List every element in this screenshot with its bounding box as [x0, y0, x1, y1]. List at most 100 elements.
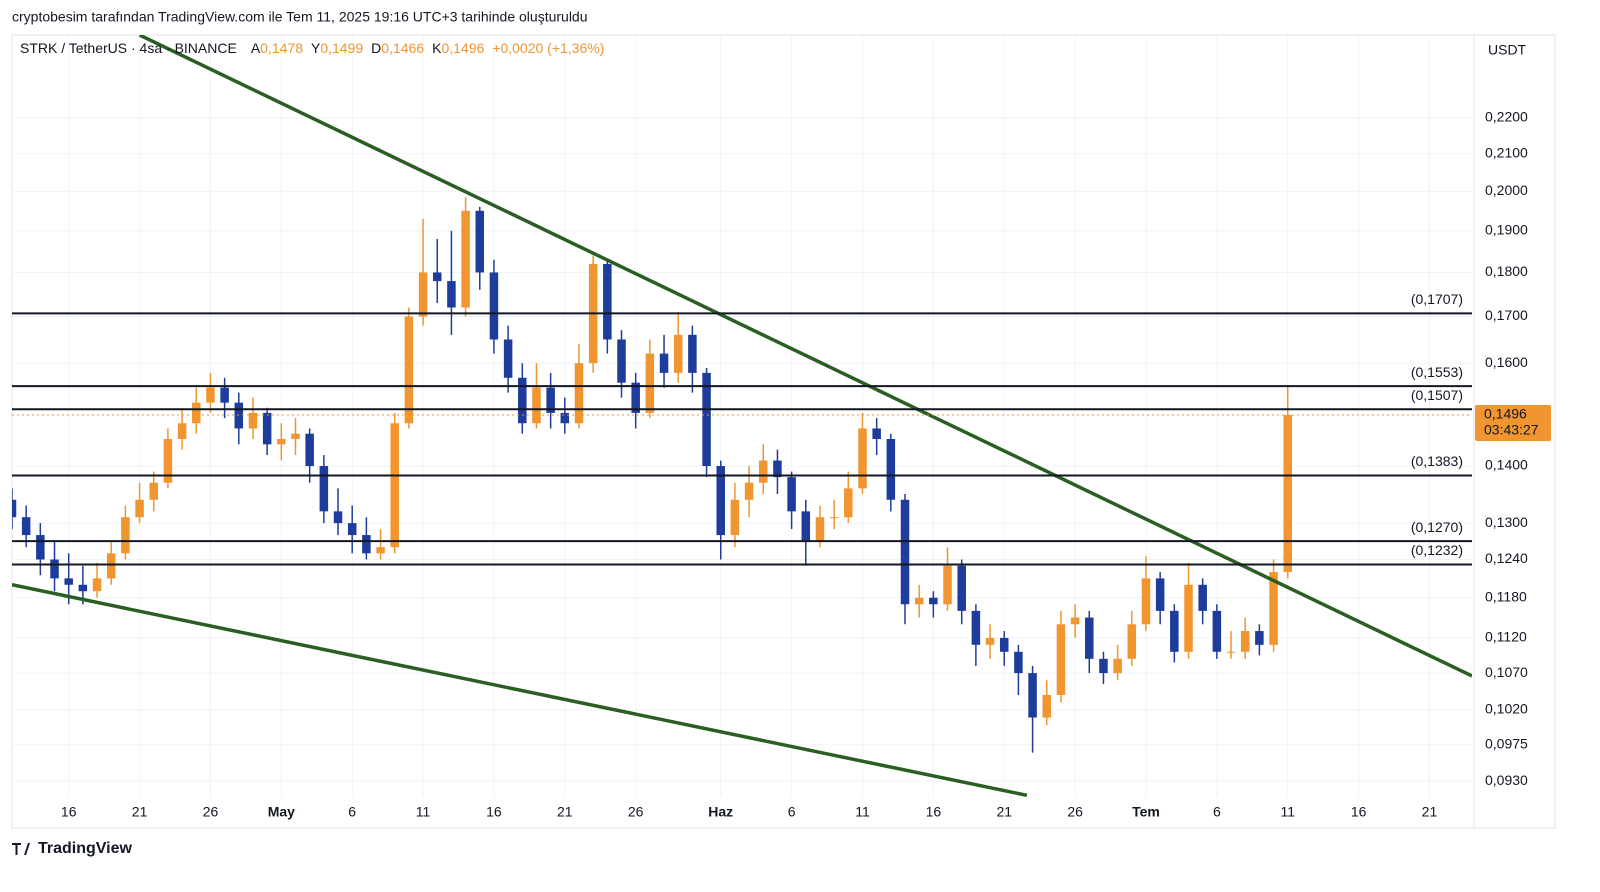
y-tick-label: 0,2200: [1485, 109, 1528, 125]
pane: [12, 35, 1472, 797]
x-tick-label: Tem: [1132, 804, 1160, 820]
candle-body: [432, 272, 442, 282]
y-tick-label: 0,1020: [1485, 701, 1528, 717]
x-tick-label: 21: [1422, 804, 1438, 820]
level-label: (0,1553): [1411, 364, 1463, 380]
x-tick-label: 6: [348, 804, 356, 820]
candle-body: [1028, 673, 1037, 718]
x-tick-label: 11: [1280, 804, 1295, 820]
price-tag: [1475, 404, 1551, 441]
candle-body: [1127, 624, 1137, 659]
candle-body: [291, 433, 300, 440]
legend: STRK / TetherUS · 4sa · BINANCE A0,1478 Y0…: [20, 40, 604, 56]
y-tick-label: 0,1120: [1485, 629, 1527, 645]
level-label: (0,1232): [1411, 542, 1463, 558]
candle-body: [999, 637, 1009, 652]
candle-body: [220, 387, 229, 403]
candle-body: [1283, 414, 1292, 573]
level-label: (0,1270): [1411, 519, 1463, 535]
candle-body: [744, 482, 754, 500]
candle-body: [489, 272, 499, 340]
candle-body: [1170, 610, 1179, 652]
x-tick-label: 16: [486, 804, 502, 820]
candle-body: [192, 402, 201, 424]
y-tick-label: 0,1600: [1485, 354, 1528, 370]
ohlc-key: K: [432, 40, 442, 56]
candle-body: [1141, 578, 1151, 625]
candle-body: [347, 523, 357, 536]
candle-body: [985, 637, 995, 645]
candle-body: [1113, 658, 1122, 674]
caption: cryptobesim tarafından TradingView.com i…: [12, 9, 588, 25]
y-tick-label: 0,1400: [1485, 457, 1528, 473]
candle-body: [376, 547, 385, 554]
y-tick-label: 0,1240: [1485, 550, 1528, 566]
candle-body: [1042, 694, 1052, 718]
candle-body: [248, 412, 258, 429]
candle-body: [702, 372, 711, 467]
candle-body: [1099, 658, 1108, 674]
candle-body: [1014, 651, 1023, 674]
candle-body: [631, 382, 640, 413]
candle-body: [1226, 651, 1236, 653]
candle-body: [1184, 584, 1193, 652]
price-tag-countdown: 03:43:27: [1484, 422, 1539, 438]
y-tick-label: 0,2100: [1485, 144, 1528, 160]
y-tick-label: 0,1900: [1485, 222, 1528, 238]
candle-body: [971, 610, 981, 645]
candle-body: [617, 339, 626, 383]
candle-body: [886, 439, 896, 500]
x-tick-label: 6: [1213, 804, 1221, 820]
y-tick-label: 0,1300: [1485, 514, 1528, 530]
candle-body: [532, 387, 541, 424]
candle-body: [418, 272, 428, 317]
candle-body: [12, 499, 17, 518]
symbol: STRK / TetherUS · 4sa · BINANCE: [20, 40, 237, 56]
candle-body: [475, 210, 485, 273]
candle-body: [277, 439, 286, 445]
candle-body: [645, 353, 655, 413]
brand: TradingView: [38, 840, 133, 857]
candle-body: [135, 499, 144, 518]
trendline: [138, 35, 1472, 678]
candle-body: [574, 363, 584, 424]
candle-body: [858, 428, 867, 489]
candle-body: [1085, 617, 1094, 659]
level-label: (0,1707): [1411, 291, 1463, 307]
candle-body: [78, 584, 88, 592]
x-tick-label: 6: [788, 804, 796, 820]
candle-body: [943, 565, 952, 605]
candle-body: [872, 428, 881, 440]
candle-body: [801, 511, 811, 542]
x-tick-label: 11: [416, 804, 431, 820]
y-tick-label: 0,1700: [1485, 307, 1528, 323]
candle-body: [900, 499, 910, 605]
candle-body: [1198, 584, 1207, 611]
candle-body: [461, 210, 470, 308]
candle-body: [844, 488, 853, 518]
candle-body: [50, 559, 59, 579]
candle-body: [149, 482, 158, 500]
currency: USDT: [1488, 42, 1527, 58]
candle-body: [390, 423, 399, 548]
frame: [11, 34, 1556, 829]
candle-body: [177, 423, 187, 440]
candle-body: [1255, 631, 1264, 645]
y-tick-label: 0,1180: [1485, 588, 1527, 604]
y-tick-label: 0,0975: [1485, 735, 1528, 751]
ohlc-key: D: [371, 40, 381, 56]
candle-body: [773, 460, 782, 478]
x-tick-label: May: [268, 804, 295, 820]
candle-body: [914, 597, 924, 605]
x-tick-label: 16: [1351, 804, 1367, 820]
brand-logo: [12, 843, 30, 855]
price-tag-value: 0,1496: [1484, 406, 1527, 422]
y-tick-label: 0,1070: [1485, 664, 1528, 680]
ohlc-key: A: [251, 40, 261, 56]
candle-body: [36, 535, 45, 560]
candle-body: [759, 460, 768, 483]
x-tick-label: 26: [1067, 804, 1083, 820]
candle-body: [404, 316, 414, 424]
